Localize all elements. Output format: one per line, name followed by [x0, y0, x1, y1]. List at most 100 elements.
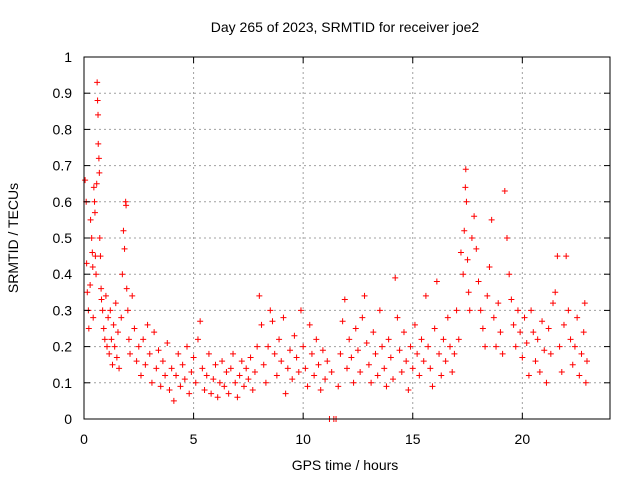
data-point [554, 253, 561, 260]
data-point [508, 296, 515, 303]
data-point [181, 376, 188, 383]
y-axis-title: SRMTID / TECUs [5, 183, 21, 293]
data-point [89, 263, 96, 270]
data-point [460, 271, 467, 278]
data-point [510, 321, 517, 328]
data-point [550, 300, 557, 307]
data-point [311, 372, 318, 379]
data-point [251, 368, 258, 375]
data-point [287, 347, 294, 354]
data-point [125, 336, 132, 343]
data-point [111, 343, 118, 350]
data-point [416, 372, 423, 379]
data-point [135, 343, 142, 350]
data-point [87, 216, 94, 223]
data-point [168, 365, 175, 372]
data-point [486, 263, 493, 270]
data-point [192, 379, 199, 386]
data-point [398, 368, 405, 375]
data-point [471, 213, 478, 220]
data-point [363, 339, 370, 346]
data-point [324, 358, 331, 365]
data-point [258, 321, 265, 328]
data-point [461, 227, 468, 234]
data-point [123, 202, 130, 209]
data-point [429, 383, 436, 390]
data-point [315, 361, 322, 368]
data-point [346, 336, 353, 343]
data-point [93, 271, 100, 278]
data-point [106, 350, 113, 357]
data-point [91, 198, 98, 205]
data-point [142, 361, 149, 368]
data-point [560, 321, 567, 328]
data-point [528, 307, 535, 314]
data-point [95, 140, 102, 147]
data-point [370, 329, 377, 336]
data-point [387, 354, 394, 361]
data-point [571, 343, 578, 350]
data-point [262, 379, 269, 386]
data-point [322, 376, 329, 383]
data-point [243, 365, 250, 372]
data-point [205, 350, 212, 357]
axis-ticks [83, 56, 610, 420]
data-point [400, 329, 407, 336]
data-point [490, 314, 497, 321]
y-tick-label: 1 [64, 49, 72, 65]
data-point [517, 329, 524, 336]
data-point [89, 249, 96, 256]
data-point [227, 365, 234, 372]
data-point [92, 253, 99, 260]
data-point [245, 376, 252, 383]
data-point [170, 397, 177, 404]
data-point [374, 372, 381, 379]
data-point [536, 368, 543, 375]
data-point [379, 343, 386, 350]
data-point [87, 282, 94, 289]
data-point [82, 177, 89, 184]
data-point [240, 383, 247, 390]
data-point [94, 97, 101, 104]
data-point [365, 361, 372, 368]
data-point [519, 354, 526, 361]
data-point [565, 307, 572, 314]
data-point [269, 318, 276, 325]
x-tick-labels: 0 5 10 15 20 [80, 431, 530, 447]
data-point [164, 339, 171, 346]
data-point [249, 387, 256, 394]
data-point [506, 271, 513, 278]
data-point [501, 187, 508, 194]
data-point [433, 278, 440, 285]
data-point [431, 325, 438, 332]
data-point [148, 379, 155, 386]
data-point [462, 184, 469, 191]
data-point [293, 354, 300, 361]
chart-title: Day 265 of 2023, SRMTID for receiver joe… [211, 19, 480, 35]
data-point [543, 379, 550, 386]
data-point [123, 285, 130, 292]
data-point [284, 365, 291, 372]
data-point [525, 372, 532, 379]
data-point [414, 350, 421, 357]
y-tick-label: 0.7 [53, 158, 73, 174]
data-point [405, 387, 412, 394]
data-point [457, 249, 464, 256]
data-point [166, 387, 173, 394]
data-point [335, 383, 342, 390]
data-point [214, 394, 221, 401]
data-point [162, 372, 169, 379]
data-point [219, 358, 226, 365]
data-point [212, 361, 219, 368]
data-point [532, 358, 539, 365]
data-point [90, 184, 97, 191]
data-point [313, 336, 320, 343]
data-point [109, 361, 116, 368]
data-point [354, 347, 361, 354]
y-tick-label: 0.4 [53, 266, 73, 282]
data-point [576, 372, 583, 379]
data-point [216, 379, 223, 386]
data-point [84, 289, 91, 296]
data-point [230, 350, 237, 357]
data-point [234, 394, 241, 401]
